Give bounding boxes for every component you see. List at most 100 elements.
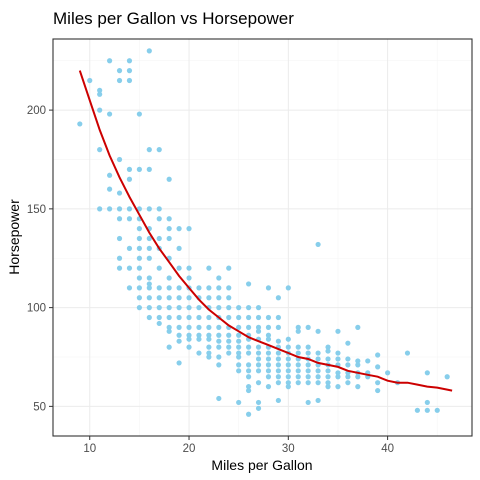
data-point: [236, 350, 242, 356]
data-point: [216, 275, 222, 281]
data-point: [255, 350, 262, 356]
data-point: [245, 324, 252, 330]
data-point: [206, 314, 212, 321]
data-point: [305, 399, 311, 406]
x-tick-label: 30: [282, 443, 295, 455]
data-point: [176, 226, 182, 232]
data-point: [245, 368, 252, 374]
data-point: [255, 405, 262, 411]
data-point: [136, 245, 142, 251]
data-point: [245, 344, 252, 350]
data-point: [186, 336, 192, 342]
data-point: [355, 384, 361, 390]
y-axis: 50 100 150 200: [27, 105, 53, 413]
data-point: [275, 324, 281, 330]
data-point: [265, 332, 272, 338]
data-point: [176, 245, 182, 251]
data-point: [186, 344, 192, 350]
data-point: [255, 328, 262, 334]
data-point: [226, 338, 232, 344]
data-point: [424, 370, 430, 376]
data-point: [315, 368, 321, 374]
data-point: [106, 111, 113, 117]
data-point: [305, 380, 311, 386]
data-point: [146, 275, 152, 281]
data-point: [226, 285, 232, 291]
data-point: [97, 147, 103, 153]
data-point: [315, 350, 321, 356]
data-point: [206, 332, 212, 338]
data-point: [226, 344, 232, 350]
data-point: [255, 356, 262, 362]
data-point: [236, 324, 242, 330]
data-point: [424, 399, 430, 406]
data-point: [116, 68, 123, 74]
data-point: [126, 216, 133, 222]
data-point: [255, 368, 262, 374]
data-point: [305, 368, 311, 374]
data-point: [315, 328, 321, 334]
data-point: [216, 285, 222, 291]
data-point: [245, 362, 252, 368]
data-point: [186, 275, 192, 281]
data-point: [166, 275, 172, 281]
data-point: [295, 374, 301, 380]
data-point: [136, 265, 142, 271]
data-point: [216, 332, 222, 338]
data-point: [315, 241, 321, 248]
data-point: [285, 362, 291, 368]
data-point: [236, 354, 242, 360]
data-point: [216, 395, 222, 402]
data-point: [156, 285, 162, 291]
data-point: [404, 350, 411, 356]
data-point: [424, 407, 430, 413]
data-point: [216, 344, 222, 350]
data-point: [265, 374, 272, 380]
data-point: [265, 368, 272, 374]
data-point: [146, 235, 152, 242]
data-point: [126, 58, 133, 64]
data-point: [245, 350, 252, 356]
data-point: [236, 332, 242, 338]
data-point: [196, 314, 202, 321]
data-point: [166, 176, 172, 182]
data-point: [295, 380, 301, 386]
y-axis-title: Horsepower: [6, 199, 22, 275]
data-point: [126, 68, 133, 74]
data-point: [434, 407, 440, 413]
data-point: [196, 305, 202, 311]
data-point: [136, 305, 142, 311]
data-point: [116, 190, 123, 196]
data-point: [345, 356, 351, 362]
data-point: [315, 397, 321, 404]
data-point: [345, 362, 351, 368]
data-point: [265, 350, 272, 356]
data-point: [335, 350, 341, 356]
data-point: [255, 362, 262, 368]
data-point: [325, 356, 331, 362]
data-point: [166, 226, 172, 232]
data-point: [275, 397, 281, 404]
data-point: [345, 374, 351, 380]
data-point: [196, 332, 202, 338]
data-point: [166, 216, 172, 222]
data-point: [136, 285, 142, 291]
data-point: [265, 314, 272, 321]
data-point: [136, 206, 142, 212]
data-point: [126, 206, 133, 212]
data-point: [295, 362, 301, 368]
data-point: [305, 362, 311, 368]
data-point: [176, 332, 182, 338]
data-point: [146, 305, 152, 311]
data-point: [156, 147, 162, 153]
data-point: [255, 324, 262, 330]
data-point: [166, 295, 172, 301]
data-point: [186, 305, 192, 311]
data-point: [285, 344, 291, 350]
data-point: [126, 77, 133, 84]
data-point: [97, 91, 103, 97]
data-point: [295, 368, 301, 374]
data-point: [206, 354, 212, 360]
data-point: [265, 285, 272, 291]
data-point: [375, 380, 381, 386]
